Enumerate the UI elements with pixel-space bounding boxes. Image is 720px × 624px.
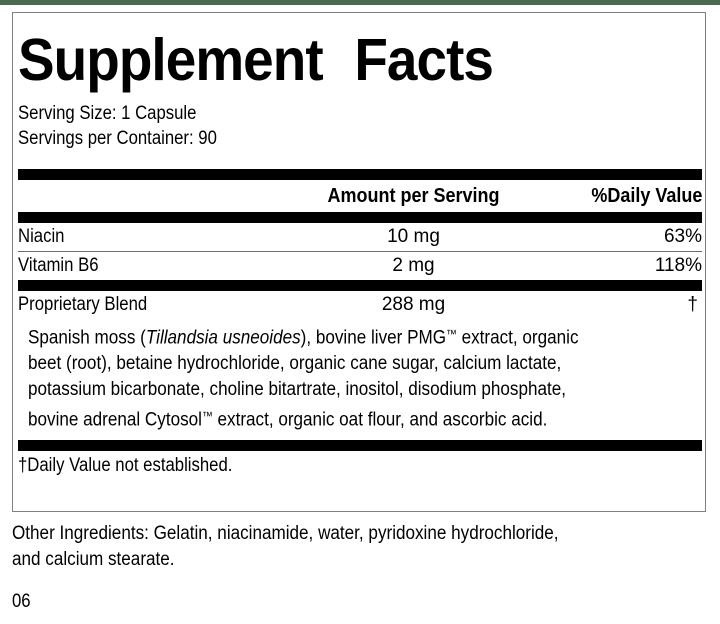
table-header-row: Amount per Serving %Daily Value <box>18 180 702 212</box>
row-divider <box>18 251 702 252</box>
top-accent-rule <box>0 0 720 5</box>
column-header-daily-value: %Daily Value <box>590 185 702 207</box>
rule-above-blend <box>18 280 702 291</box>
blend-dagger-symbol: † <box>687 294 698 315</box>
panel-inner: Supplement Facts Serving Size: 1 Capsule … <box>18 13 702 479</box>
serving-info: Serving Size: 1 Capsule Servings per Con… <box>18 101 702 151</box>
nutrient-name: Vitamin B6 <box>18 255 99 276</box>
blend-name: Proprietary Blend <box>18 294 148 315</box>
blend-description: Spanish moss (Tillandsia usneoides), bov… <box>18 321 702 434</box>
other-ingredients-line-1: Other Ingredients: Gelatin, niacinamide,… <box>12 523 559 544</box>
nutrient-name: Niacin <box>18 226 65 247</box>
other-ingredients-line-2: and calcium stearate. <box>12 549 175 570</box>
blend-description-line-1: Spanish moss (Tillandsia usneoides), bov… <box>28 327 579 349</box>
other-ingredients: Other Ingredients: Gelatin, niacinamide,… <box>12 521 712 573</box>
blend-description-line-2: beet (root), betaine hydrochloride, orga… <box>28 353 562 375</box>
rule-above-header <box>18 169 702 180</box>
rule-below-header <box>18 212 702 223</box>
servings-per-container-line: Servings per Container: 90 <box>18 128 217 149</box>
blend-amount: 288 mg <box>381 294 446 315</box>
nutrient-daily-value: 63% <box>663 226 702 247</box>
table-row: Niacin 10 mg 63% <box>18 223 702 251</box>
column-header-amount: Amount per Serving <box>327 185 500 207</box>
rule-above-footnote <box>18 439 702 451</box>
blend-description-line-4: bovine adrenal Cytosol™ extract, organic… <box>28 409 548 431</box>
nutrient-daily-value: 118% <box>654 255 702 276</box>
blend-description-line-3: potassium bicarbonate, choline bitartrat… <box>28 379 567 401</box>
document-code: 06 <box>12 591 31 612</box>
serving-size-line: Serving Size: 1 Capsule <box>18 103 197 124</box>
table-row: Vitamin B6 2 mg 118% <box>18 252 702 280</box>
page-title: Supplement Facts <box>18 27 654 93</box>
nutrient-amount: 10 mg <box>387 226 440 247</box>
supplement-facts-panel: Supplement Facts Serving Size: 1 Capsule … <box>12 12 706 512</box>
nutrient-amount: 2 mg <box>392 255 435 276</box>
proprietary-blend-row: Proprietary Blend 288 mg † <box>18 291 702 321</box>
title-word-facts: Facts <box>354 27 494 93</box>
daily-value-footnote: †Daily Value not established. <box>18 454 233 476</box>
title-word-supplement: Supplement <box>18 27 324 93</box>
